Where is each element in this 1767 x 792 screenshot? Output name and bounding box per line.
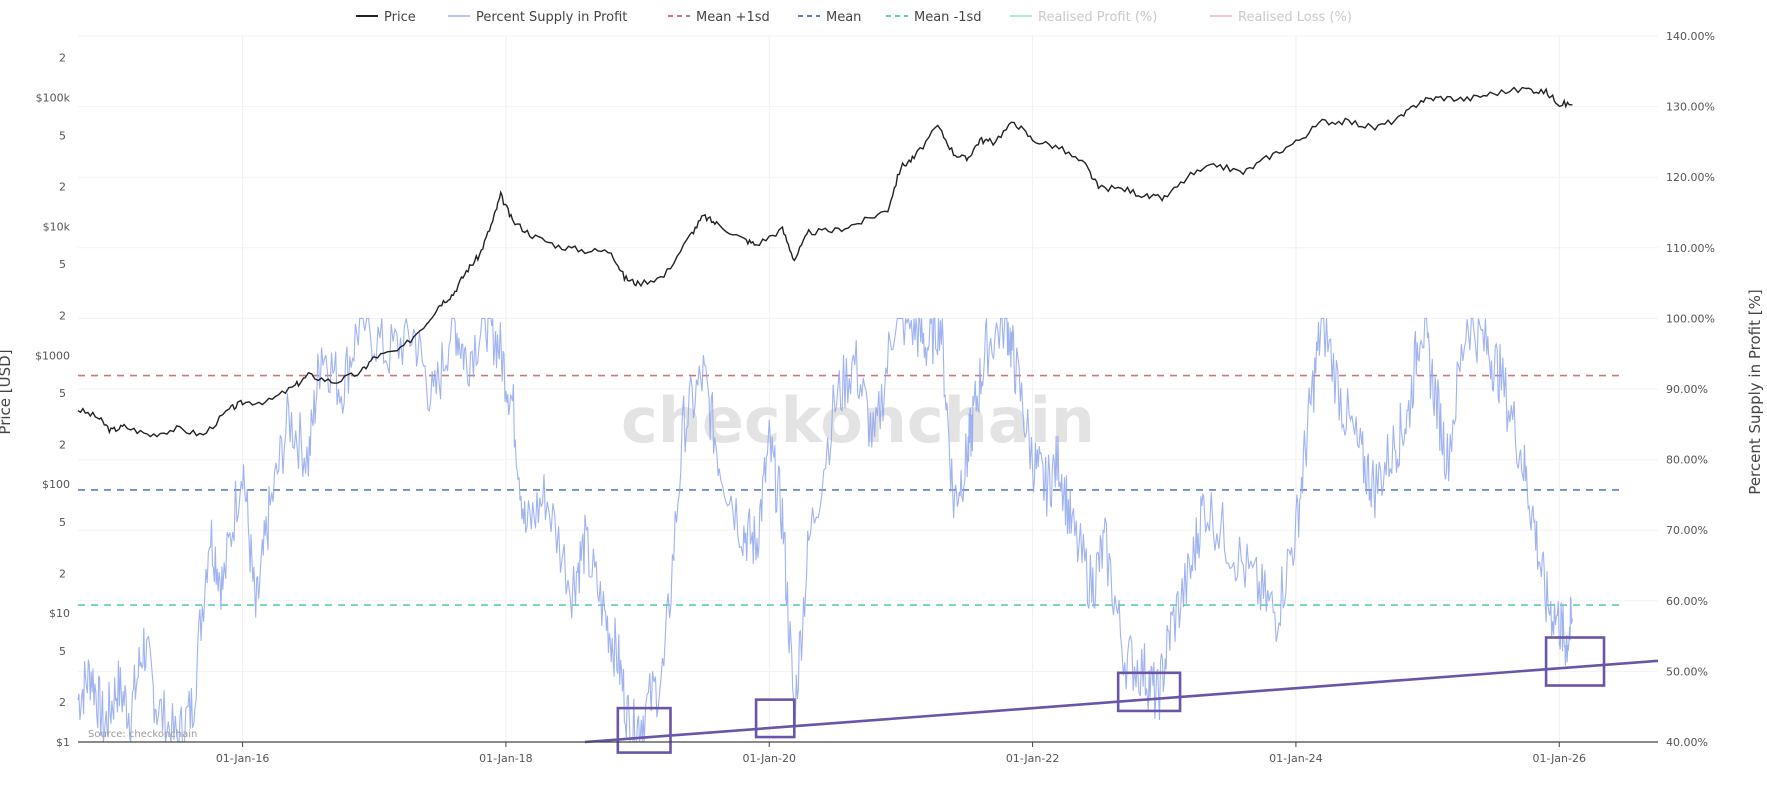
right-tick-label: 130.00%: [1666, 101, 1715, 114]
highlight-box: [616, 706, 672, 754]
x-axis-ticks: 01-Jan-16 01-Jan-18 01-Jan-20 01-Jan-22 01-J…: [216, 742, 1586, 765]
source-note: Source: checkonchain: [88, 729, 197, 740]
left-minor-tick-label: 2: [59, 567, 66, 580]
right-tick-label: 100.00%: [1666, 312, 1715, 325]
left-minor-tick-label: 5: [59, 129, 66, 142]
left-major-tick-label: $1000: [35, 349, 70, 362]
right-axis-ticks: 40.00% 50.00% 60.00% 70.00% 80.00% 90.00% 100.…: [1666, 30, 1715, 749]
left-minor-tick-label: 2: [59, 438, 66, 451]
left-axis-title: Price [USD]: [0, 349, 14, 434]
series-group: [77, 86, 1573, 743]
left-minor-tick-label: 5: [59, 387, 66, 400]
series-percent-supply-in-profit: [77, 317, 1573, 743]
right-tick-label: 50.00%: [1666, 665, 1708, 678]
right-tick-label: 110.00%: [1666, 242, 1715, 255]
right-tick-label: 40.00%: [1666, 736, 1708, 749]
annotations: [584, 636, 1659, 754]
left-minor-tick-label: 2: [59, 52, 66, 65]
left-minor-tick-label: 5: [59, 645, 66, 658]
x-tick-label: 01-Jan-16: [216, 752, 270, 765]
left-minor-tick-label: 5: [59, 258, 66, 271]
legend-item-label: Mean +1sd: [696, 10, 770, 25]
left-minor-tick-label: 5: [59, 516, 66, 529]
x-tick-label: 01-Jan-24: [1269, 752, 1323, 765]
right-tick-label: 90.00%: [1666, 383, 1708, 396]
left-major-tick-label: $100: [42, 478, 70, 491]
left-major-tick-label: $1: [56, 736, 70, 749]
right-axis-title: Percent Supply in Profit [%]: [1746, 289, 1764, 494]
legend-item-label: Realised Loss (%): [1238, 10, 1352, 25]
legend-item-label: Mean -1sd: [914, 10, 982, 25]
reference-lines: [78, 374, 1622, 606]
right-tick-label: 80.00%: [1666, 454, 1708, 467]
left-major-tick-label: $10k: [43, 220, 71, 233]
legend-item-label: Mean: [826, 10, 861, 25]
left-axis-ticks: $1 $10 $100 $1000 $10k $100k 2 5 2 5 2 5 2 5 2 5 2: [35, 52, 71, 749]
left-major-tick-label: $10: [49, 607, 70, 620]
legend-item-label: Price: [384, 10, 416, 25]
x-tick-label: 01-Jan-18: [479, 752, 533, 765]
legend-item-label: Realised Profit (%): [1038, 10, 1157, 25]
left-minor-tick-label: 2: [59, 181, 66, 194]
trendline: [584, 659, 1659, 744]
series-price: [77, 86, 1573, 438]
right-tick-label: 60.00%: [1666, 595, 1708, 608]
left-major-tick-label: $100k: [36, 92, 71, 105]
legend-item-label: Percent Supply in Profit: [476, 10, 627, 25]
legend: Price Percent Supply in Profit Mean +1sd Me…: [356, 10, 1352, 25]
grid: [78, 35, 1658, 743]
highlight-box: [1116, 671, 1182, 713]
left-minor-tick-label: 2: [59, 309, 66, 322]
left-minor-tick-label: 2: [59, 696, 66, 709]
x-tick-label: 01-Jan-26: [1532, 752, 1586, 765]
right-tick-label: 70.00%: [1666, 524, 1708, 537]
x-tick-label: 01-Jan-22: [1006, 752, 1060, 765]
right-tick-label: 120.00%: [1666, 171, 1715, 184]
right-tick-label: 140.00%: [1666, 30, 1715, 43]
x-tick-label: 01-Jan-20: [742, 752, 796, 765]
highlight-box: [1544, 636, 1606, 687]
highlight-box: [754, 698, 796, 739]
